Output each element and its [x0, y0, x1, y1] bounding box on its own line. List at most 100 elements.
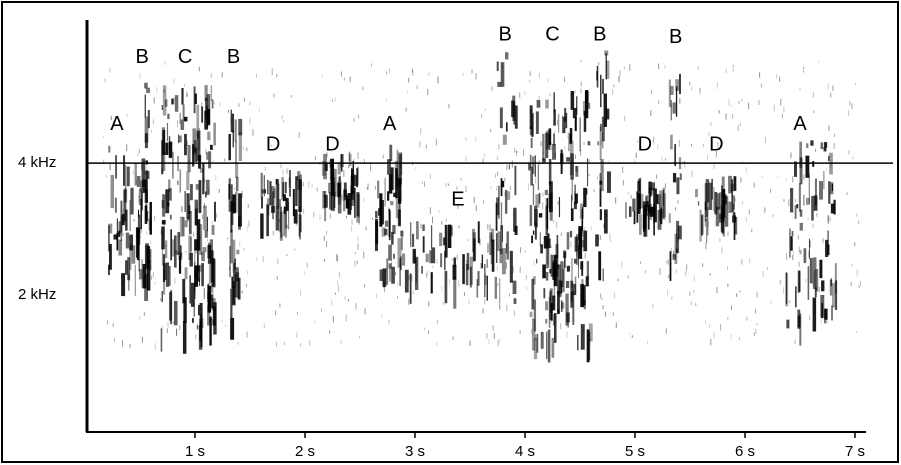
spectrogram-noise	[420, 127, 422, 135]
spectrogram-noise	[689, 291, 691, 296]
spectrogram-noise	[529, 80, 531, 83]
spectrogram-streak	[713, 186, 715, 212]
spectrogram-streak	[178, 255, 182, 274]
spectrogram-noise	[798, 246, 800, 252]
spectrogram-streak	[201, 106, 204, 123]
spectrogram-streak	[205, 191, 207, 198]
spectrogram-noise	[154, 343, 156, 350]
spectrogram-noise	[215, 174, 217, 181]
spectrogram-streak	[670, 85, 674, 95]
spectrogram-noise	[661, 210, 663, 214]
spectrogram-noise	[777, 175, 779, 178]
spectrogram-streak	[195, 184, 199, 190]
spectrogram-noise	[571, 93, 573, 96]
spectrogram-streak	[387, 159, 391, 175]
spectrogram-noise	[805, 278, 807, 283]
spectrogram-noise	[325, 241, 327, 248]
spectrogram-noise	[475, 205, 477, 211]
spectrogram-streak	[560, 149, 563, 174]
spectrogram-noise	[370, 63, 372, 67]
spectrogram-streak	[640, 193, 644, 209]
spectrogram-streak	[583, 230, 588, 252]
spectrogram-noise	[596, 176, 598, 180]
spectrogram-noise	[284, 342, 286, 346]
spectrogram-noise	[613, 84, 615, 88]
spectrogram-streak	[582, 285, 586, 306]
spectrogram-noise	[337, 280, 339, 286]
spectrogram-noise	[497, 171, 499, 176]
spectrogram-noise	[583, 329, 585, 334]
spectrogram-noise	[481, 260, 483, 267]
spectrogram-noise	[390, 260, 392, 267]
spectrogram-noise	[329, 330, 331, 334]
spectrogram-noise	[353, 117, 355, 122]
spectrogram-streak	[283, 209, 285, 237]
spectrogram-streak	[190, 236, 192, 252]
spectrogram-noise	[334, 292, 336, 295]
spectrogram-streak	[828, 155, 830, 162]
spectrogram-streak	[676, 220, 680, 254]
spectrogram-noise	[110, 115, 112, 121]
spectrogram-image	[103, 50, 861, 363]
spectrogram-noise	[848, 150, 850, 155]
spectrogram-streak	[238, 193, 242, 227]
spectrogram-streak	[149, 201, 152, 235]
spectrogram-noise	[709, 324, 711, 328]
spectrogram-noise	[699, 87, 701, 94]
spectrogram-streak	[508, 164, 510, 170]
spectrogram-noise	[613, 292, 615, 299]
spectrogram-streak	[230, 288, 233, 319]
spectrogram-streak	[135, 227, 140, 258]
spectrogram-streak	[203, 288, 205, 300]
spectrogram-noise	[702, 228, 704, 232]
spectrogram-noise	[745, 216, 747, 223]
spectrogram-noise	[352, 193, 354, 197]
spectrogram-streak	[130, 187, 134, 215]
spectrogram-streak	[549, 291, 552, 320]
spectrogram-streak	[500, 202, 503, 230]
spectrogram-streak	[296, 176, 299, 181]
spectrogram-noise	[580, 81, 582, 87]
spectrogram-streak	[272, 191, 274, 220]
spectrogram-streak	[827, 230, 829, 247]
spectrogram-noise	[716, 287, 718, 294]
spectrogram-streak	[321, 160, 326, 176]
spectrogram-streak	[396, 149, 399, 181]
spectrogram-noise	[163, 219, 165, 226]
spectrogram-noise	[177, 120, 179, 127]
spectrogram-noise	[809, 315, 811, 321]
spectrogram-noise	[619, 70, 621, 77]
spectrogram-noise	[766, 266, 768, 270]
spectrogram-streak	[540, 244, 543, 254]
spectrogram-noise	[273, 93, 275, 98]
spectrogram-streak	[430, 225, 433, 249]
spectrogram-noise	[542, 192, 544, 197]
spectrogram-streak	[575, 166, 579, 177]
spectrogram-noise	[243, 97, 245, 102]
x-tick-label: 3 s	[405, 443, 425, 460]
spectrogram-streak	[179, 112, 181, 125]
spectrogram-streak	[447, 224, 452, 249]
spectrogram-streak	[574, 276, 577, 296]
spectrogram-noise	[496, 156, 498, 161]
spectrogram-streak	[192, 144, 195, 167]
spectrogram-noise	[535, 334, 537, 341]
spectrogram-streak	[560, 261, 564, 288]
spectrogram-noise	[717, 141, 719, 148]
spectrogram-streak	[273, 188, 276, 199]
spectrogram-streak	[127, 257, 131, 281]
spectrogram-streak	[535, 111, 539, 135]
spectrogram-noise	[405, 107, 407, 112]
spectrogram-noise	[333, 204, 335, 212]
spectrogram-noise	[425, 144, 427, 149]
spectrogram-streak	[180, 119, 185, 130]
x-tick-label: 1 s	[185, 443, 205, 460]
spectrogram-noise	[644, 270, 646, 274]
spectrogram-streak	[282, 181, 285, 198]
spectrogram-noise	[560, 323, 562, 330]
spectrogram-noise	[138, 195, 140, 203]
spectrogram-noise	[112, 323, 114, 328]
spectrogram-noise	[408, 298, 410, 306]
